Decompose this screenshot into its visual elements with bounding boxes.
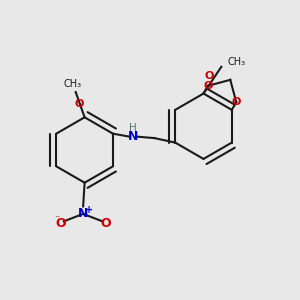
Text: CH₃: CH₃ <box>227 57 245 67</box>
Text: CH₃: CH₃ <box>64 79 82 89</box>
Text: ⁻: ⁻ <box>55 214 60 224</box>
Text: H: H <box>129 123 137 133</box>
Text: O: O <box>75 99 84 109</box>
Text: O: O <box>101 217 111 230</box>
Text: O: O <box>55 217 66 230</box>
Text: O: O <box>232 97 241 107</box>
Text: O: O <box>205 71 214 81</box>
Text: N: N <box>128 130 138 143</box>
Text: +: + <box>85 205 93 215</box>
Text: O: O <box>203 81 213 91</box>
Text: N: N <box>78 207 88 220</box>
